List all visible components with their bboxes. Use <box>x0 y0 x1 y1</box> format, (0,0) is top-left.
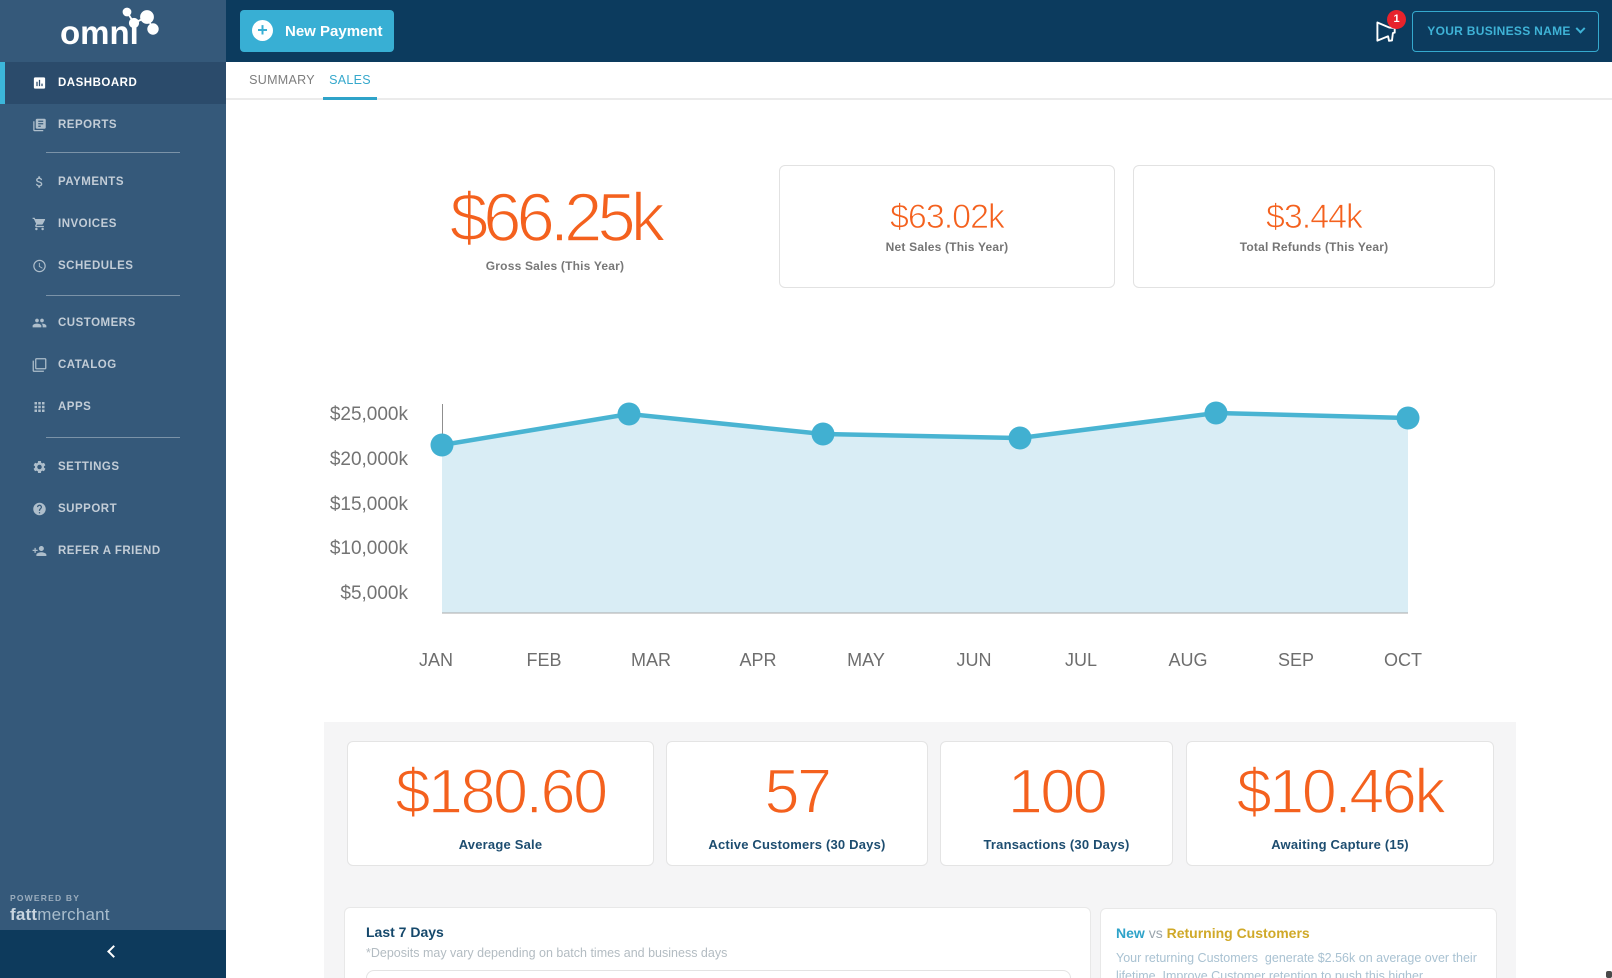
svg-text:APR: APR <box>739 650 776 670</box>
svg-text:$25,000k: $25,000k <box>330 404 409 425</box>
svg-text:JUL: JUL <box>1065 650 1097 670</box>
svg-text:MAR: MAR <box>631 650 671 670</box>
svg-text:MAY: MAY <box>847 650 885 670</box>
svg-text:AUG: AUG <box>1168 650 1207 670</box>
svg-text:$20,000k: $20,000k <box>330 449 409 470</box>
svg-text:$15,000k: $15,000k <box>330 494 409 515</box>
svg-text:SEP: SEP <box>1278 650 1314 670</box>
svg-text:JAN: JAN <box>419 650 453 670</box>
svg-text:$5,000k: $5,000k <box>340 583 408 604</box>
svg-text:JUN: JUN <box>957 650 992 670</box>
svg-text:OCT: OCT <box>1384 650 1422 670</box>
svg-text:FEB: FEB <box>526 650 561 670</box>
svg-text:$10,000k: $10,000k <box>330 538 409 559</box>
